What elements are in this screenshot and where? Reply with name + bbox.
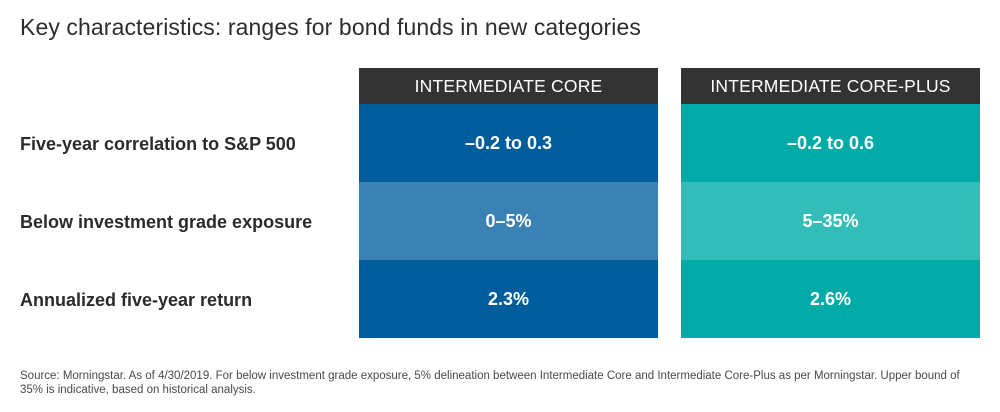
row-label-below-ig-exposure: Below investment grade exposure <box>20 212 313 232</box>
row-label-correlation: Five-year correlation to S&P 500 <box>20 134 296 154</box>
source-note: Source: Morningstar. As of 4/30/2019. Fo… <box>20 370 960 396</box>
column-header-intermediate-core: INTERMEDIATE CORE <box>359 68 658 104</box>
column-intermediate-core: INTERMEDIATE CORE –0.2 to 0.3 0–5% 2.3% <box>359 68 658 338</box>
cell-coreplus-annualized-return: 2.6% <box>681 260 980 338</box>
column-intermediate-core-plus: INTERMEDIATE CORE-PLUS –0.2 to 0.6 5–35%… <box>681 68 980 338</box>
cell-coreplus-correlation: –0.2 to 0.6 <box>681 104 980 182</box>
row-label-annualized-return: Annualized five-year return <box>20 290 253 310</box>
cell-core-below-ig-exposure: 0–5% <box>359 182 658 260</box>
chart-title: Key characteristics: ranges for bond fun… <box>20 14 641 40</box>
cell-coreplus-below-ig-exposure: 5–35% <box>681 182 980 260</box>
cell-core-annualized-return: 2.3% <box>359 260 658 338</box>
cell-core-correlation: –0.2 to 0.3 <box>359 104 658 182</box>
column-header-intermediate-core-plus: INTERMEDIATE CORE-PLUS <box>681 68 980 104</box>
